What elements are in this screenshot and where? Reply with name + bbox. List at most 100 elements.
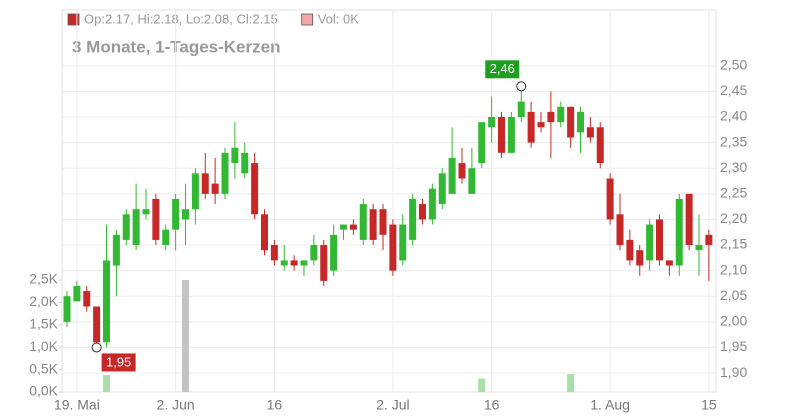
- candle-body: [349, 224, 357, 230]
- y-tick-label: 1,90: [720, 364, 747, 380]
- candle-body: [399, 224, 407, 261]
- candle-body: [438, 173, 446, 205]
- candle-body: [63, 296, 71, 322]
- annotation-box: [101, 353, 136, 372]
- candle-body: [616, 214, 624, 246]
- candle-body: [290, 260, 298, 266]
- candle-body: [428, 188, 436, 220]
- candle-body: [507, 117, 515, 153]
- candle-body: [695, 245, 703, 251]
- candle-body: [172, 198, 180, 230]
- y-tick-label: 2,25: [720, 185, 747, 201]
- candle-body: [705, 234, 713, 246]
- candle-body: [468, 168, 476, 194]
- y-tick-label: 2,00: [720, 313, 747, 329]
- candle-body: [191, 173, 199, 210]
- candle-body: [557, 106, 565, 123]
- candle-body: [241, 152, 249, 174]
- candle-body: [596, 127, 604, 164]
- candle-body: [103, 260, 110, 343]
- y2-tick-label: 0,0K: [29, 383, 58, 399]
- candle-body: [270, 245, 278, 261]
- candle-body: [675, 198, 683, 266]
- candle-body: [527, 111, 535, 143]
- candle-body: [231, 147, 239, 164]
- candle-body: [685, 193, 693, 246]
- candle-body: [211, 183, 219, 194]
- candle-body: [419, 204, 426, 220]
- x-tick-label: 16: [267, 397, 283, 413]
- candle-body: [83, 291, 91, 307]
- candle-body: [182, 209, 189, 220]
- y2-tick-label: 2,5K: [29, 271, 58, 287]
- candle-body: [152, 198, 160, 240]
- annotation-point: [516, 81, 527, 92]
- candle-body: [132, 209, 140, 246]
- legend-swatch: [67, 13, 80, 26]
- volume-bar: [182, 280, 189, 392]
- candle-body: [606, 178, 614, 220]
- candle-body: [122, 214, 130, 240]
- legend-swatch: [301, 13, 314, 26]
- volume-bar: [103, 374, 110, 392]
- candle-body: [517, 101, 525, 118]
- legend-label: Op:2.17, Hi:2.18, Lo:2.08, Cl:2.15: [84, 11, 278, 26]
- candle-body: [409, 198, 417, 240]
- y-tick-label: 2,30: [720, 159, 747, 175]
- candle-body: [330, 234, 338, 271]
- candle-body: [340, 224, 347, 230]
- candle-body: [478, 122, 486, 164]
- candle-body: [577, 111, 584, 133]
- candle-body: [320, 245, 328, 281]
- candle-body: [201, 173, 209, 194]
- candle-body: [162, 229, 170, 246]
- candle-body: [142, 209, 150, 215]
- subtitle: 3 Monate, 1-Tages-Kerzen: [72, 37, 280, 56]
- y-tick-label: 2,05: [720, 287, 747, 303]
- candle-body: [300, 260, 308, 266]
- y2-tick-label: 2,0K: [29, 293, 58, 309]
- candle-body: [251, 163, 259, 215]
- candle-body: [586, 127, 594, 138]
- candle-body: [547, 111, 555, 123]
- candle-body: [656, 219, 663, 261]
- candle-body: [112, 234, 120, 266]
- y2-tick-label: 0,5K: [29, 360, 58, 376]
- y-tick-label: 1,95: [720, 338, 747, 354]
- x-tick-label: 1. Aug: [590, 397, 630, 413]
- y-tick-label: 2,40: [720, 108, 747, 124]
- annotation-box: [485, 60, 520, 79]
- x-tick-label: 2. Jun: [157, 397, 195, 413]
- candle-body: [369, 209, 377, 240]
- candle-body: [665, 260, 673, 266]
- y-tick-label: 2,35: [720, 133, 747, 149]
- y-tick-label: 2,15: [720, 236, 747, 252]
- candle-body: [646, 224, 654, 261]
- annotation-label: 1,95: [106, 354, 131, 369]
- x-tick-label: 15: [701, 397, 717, 413]
- volume-bar: [478, 378, 486, 392]
- y-tick-label: 2,20: [720, 210, 747, 226]
- candle-body: [636, 250, 644, 266]
- y2-tick-label: 1,0K: [29, 338, 58, 354]
- candle-body: [73, 286, 81, 302]
- candle-body: [261, 214, 268, 251]
- candle-body: [221, 152, 229, 194]
- x-tick-label: 2. Jul: [376, 397, 409, 413]
- candle-body: [458, 163, 466, 179]
- y2-tick-label: 1,5K: [29, 316, 58, 332]
- x-tick-label: 19. Mai: [54, 397, 100, 413]
- candle-body: [498, 117, 505, 153]
- candle-body: [93, 306, 101, 343]
- candle-body: [488, 117, 496, 128]
- annotation-point: [91, 342, 102, 353]
- candle-body: [448, 157, 456, 194]
- candle-body: [389, 224, 397, 271]
- annotation-label: 2,46: [490, 61, 515, 76]
- x-tick-label: 16: [484, 397, 500, 413]
- y-tick-label: 2,50: [720, 57, 747, 73]
- candle-body: [567, 106, 575, 138]
- volume-bar: [567, 374, 575, 392]
- candle-body: [280, 260, 288, 266]
